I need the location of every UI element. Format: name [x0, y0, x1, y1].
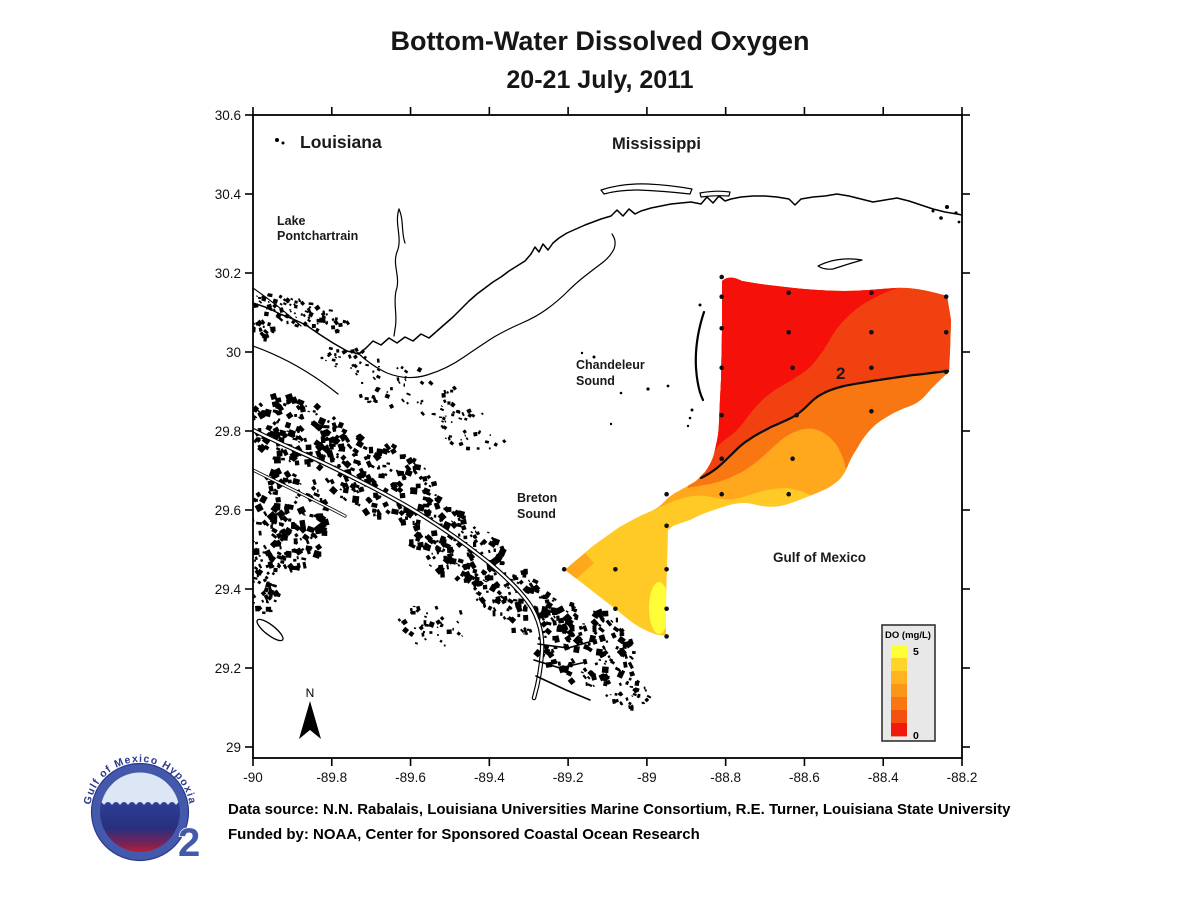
barrier-island-west — [600, 183, 693, 195]
legend-colorbar — [891, 645, 907, 737]
label-lake-pontchartrain-1: Lake — [277, 214, 306, 228]
contour-line-2mg — [699, 369, 950, 480]
secondary-channel-water — [253, 469, 346, 517]
logo-subscript-2: 2 — [178, 821, 200, 865]
mississippi-river-water — [253, 428, 544, 700]
west-channel-arc — [253, 345, 339, 395]
lake-pontchartrain-shore-arc — [253, 287, 302, 327]
svg-text:-88.4: -88.4 — [868, 770, 899, 785]
svg-text:-89.6: -89.6 — [395, 770, 426, 785]
pearl-river — [393, 208, 400, 337]
pearl-river-branch — [398, 208, 406, 244]
svg-text:-89.4: -89.4 — [474, 770, 505, 785]
legend-box — [881, 624, 936, 742]
barrier-island-small — [699, 190, 731, 198]
legend-title: DO (mg/L) — [885, 630, 931, 641]
label-mississippi: Mississippi — [612, 135, 701, 153]
svg-text:29.8: 29.8 — [215, 424, 241, 439]
do-band-red-orange — [701, 277, 951, 478]
contour-value-label: 2 — [836, 364, 845, 383]
svg-text:30.4: 30.4 — [215, 187, 242, 202]
svg-text:-89.8: -89.8 — [316, 770, 347, 785]
delta-marsh-texture — [253, 293, 652, 711]
svg-text:-88.8: -88.8 — [710, 770, 741, 785]
axis-tick-labels: -90 -89.8 -89.6 -89.4 -89.2 -89 -88.8 -88.6 -88.… — [215, 108, 978, 785]
label-lake-pontchartrain-2: Pontchartrain — [277, 229, 358, 243]
svg-text:29.4: 29.4 — [215, 582, 242, 597]
svg-text:29.6: 29.6 — [215, 503, 241, 518]
label-breton-sound-2: Sound — [517, 507, 556, 521]
svg-text:30.6: 30.6 — [215, 108, 241, 123]
svg-text:-89: -89 — [637, 770, 657, 785]
north-arrow-icon — [299, 701, 321, 739]
chandeleur-islands-arc — [694, 310, 706, 402]
label-chandeleur-sound-2: Sound — [576, 374, 615, 388]
credit-funded-by: Funded by: NOAA, Center for Sponsored Co… — [228, 826, 700, 843]
do-band-bright-yellow-spot — [649, 582, 669, 634]
scattered-islets — [275, 138, 702, 428]
legend-min-label: 0 — [913, 730, 919, 742]
delta-distributary-channels — [533, 639, 597, 701]
map-content: 2 — [253, 138, 962, 711]
svg-text:-89.2: -89.2 — [553, 770, 584, 785]
horn-island-crescent — [817, 258, 863, 270]
svg-text:-90: -90 — [243, 770, 263, 785]
legend-max-label: 5 — [913, 646, 919, 658]
do-band-amber-tip — [565, 553, 594, 580]
label-louisiana: Louisiana — [300, 132, 382, 152]
sampling-stations — [561, 274, 949, 639]
svg-text:-88.2: -88.2 — [947, 770, 978, 785]
oxbow-ring-island — [256, 618, 284, 642]
north-arrow-label: N — [306, 686, 315, 700]
north-arrow: N — [299, 686, 321, 739]
svg-text:29.2: 29.2 — [215, 661, 241, 676]
credit-data-source: Data source: N.N. Rabalais, Louisiana Un… — [228, 801, 1011, 818]
map-frame — [252, 114, 963, 759]
svg-text:-88.6: -88.6 — [789, 770, 820, 785]
coastline-north-shore — [253, 193, 962, 355]
axis-ticks — [245, 107, 970, 766]
do-band-red — [712, 277, 898, 458]
svg-text:30: 30 — [226, 345, 241, 360]
small-islets-east — [931, 205, 961, 224]
svg-text:29: 29 — [226, 740, 241, 755]
label-breton-sound-1: Breton — [517, 491, 557, 505]
do-contour-region: 2 — [565, 277, 951, 636]
svg-text:30.2: 30.2 — [215, 266, 241, 281]
figure-title-line1: Bottom-Water Dissolved Oxygen — [390, 26, 809, 56]
logo-ring-outer-edge — [90, 762, 190, 862]
label-chandeleur-sound-1: Chandeleur — [576, 358, 645, 372]
figure-title-line2: 20-21 July, 2011 — [506, 66, 693, 94]
do-legend: DO (mg/L) 5 0 — [881, 624, 936, 742]
logo-water — [100, 802, 180, 852]
label-gulf-of-mexico: Gulf of Mexico — [773, 550, 866, 565]
gulf-hypoxia-logo: 2 Gulf of Mexico Hypoxia — [82, 753, 201, 866]
lake-borgne-shore — [358, 233, 616, 379]
